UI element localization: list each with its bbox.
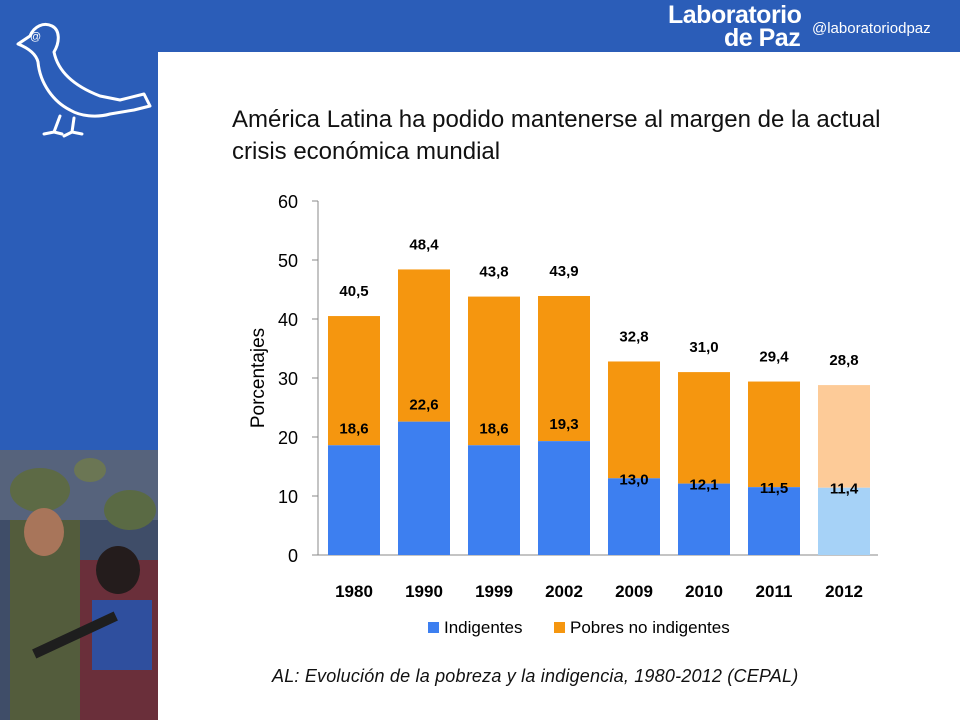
bar-pobres-no-indigentes — [468, 296, 520, 446]
top-banner — [0, 0, 960, 52]
bar-indigentes — [538, 441, 590, 555]
bar-pobres-no-indigentes — [678, 372, 730, 484]
total-data-label: 40,5 — [339, 283, 368, 300]
brand-line-1: Laboratorio — [668, 1, 802, 29]
indigentes-data-label: 19,3 — [549, 416, 578, 433]
x-tick-label: 1990 — [405, 582, 443, 601]
bar-pobres-no-indigentes — [328, 316, 380, 446]
y-tick-label: 30 — [278, 369, 298, 389]
total-data-label: 43,8 — [479, 264, 508, 281]
total-data-label: 31,0 — [689, 339, 718, 356]
x-tick-label: 2010 — [685, 582, 723, 601]
bar-pobres-no-indigentes — [538, 295, 590, 442]
bar-indigentes — [608, 478, 660, 555]
legend-swatch-indigentes — [428, 622, 439, 633]
total-data-label: 48,4 — [409, 236, 439, 253]
indigentes-data-label: 11,4 — [830, 481, 859, 498]
x-tick-label: 1999 — [475, 582, 513, 601]
brand-logo: Laboratorio de Paz — [668, 1, 802, 52]
slide-title: América Latina ha podido mantenerse al m… — [232, 106, 881, 165]
legend-label-pobres: Pobres no indigentes — [570, 618, 730, 637]
poverty-chart: 0 10 20 30 40 50 60 Porcentajes 40,5 18,6 1980 48,4… — [248, 192, 878, 637]
protest-photo — [0, 450, 158, 720]
x-tick-label: 2011 — [756, 582, 793, 601]
total-data-label: 43,9 — [549, 263, 578, 280]
indigentes-data-label: 18,6 — [339, 420, 368, 437]
total-data-label: 28,8 — [829, 352, 858, 369]
total-data-label: 32,8 — [619, 328, 648, 345]
bar-indigentes — [328, 445, 380, 555]
y-tick-label: 0 — [288, 546, 298, 566]
bar-pobres-no-indigentes — [398, 269, 450, 422]
indigentes-data-label: 18,6 — [479, 420, 508, 437]
bar-pobres-no-indigentes — [748, 381, 800, 488]
bar-indigentes — [818, 487, 870, 555]
y-axis-label: Porcentajes — [248, 328, 269, 428]
brand-line-2: de Paz — [724, 24, 801, 52]
indigentes-data-label: 22,6 — [409, 397, 438, 414]
bar-indigentes — [748, 487, 800, 555]
bar-indigentes — [678, 483, 730, 555]
x-tick-label: 2002 — [545, 582, 583, 601]
y-tick-label: 20 — [278, 428, 298, 448]
y-tick-label: 40 — [278, 310, 298, 330]
y-tick-label: 10 — [278, 487, 298, 507]
bar-pobres-no-indigentes — [608, 361, 660, 479]
y-tick-label: 60 — [278, 192, 298, 212]
y-tick-label: 50 — [278, 251, 298, 271]
indigentes-data-label: 11,5 — [760, 480, 788, 497]
bar-indigentes — [398, 421, 450, 555]
chart-caption: AL: Evolución de la pobreza y la indigen… — [272, 666, 799, 686]
x-tick-label: 1980 — [335, 582, 373, 601]
x-tick-label: 2012 — [825, 582, 863, 601]
indigentes-data-label: 13,0 — [619, 471, 648, 488]
bar-indigentes — [468, 445, 520, 555]
svg-text:@: @ — [30, 31, 41, 43]
legend-swatch-pobres — [554, 622, 565, 633]
x-tick-label: 2009 — [615, 582, 653, 601]
total-data-label: 29,4 — [759, 349, 789, 366]
indigentes-data-label: 12,1 — [689, 477, 718, 494]
legend-label-indigentes: Indigentes — [444, 618, 522, 637]
bar-pobres-no-indigentes — [818, 385, 870, 488]
dove-icon: @ — [16, 22, 152, 138]
twitter-handle: @laboratoriodpaz — [812, 20, 931, 37]
